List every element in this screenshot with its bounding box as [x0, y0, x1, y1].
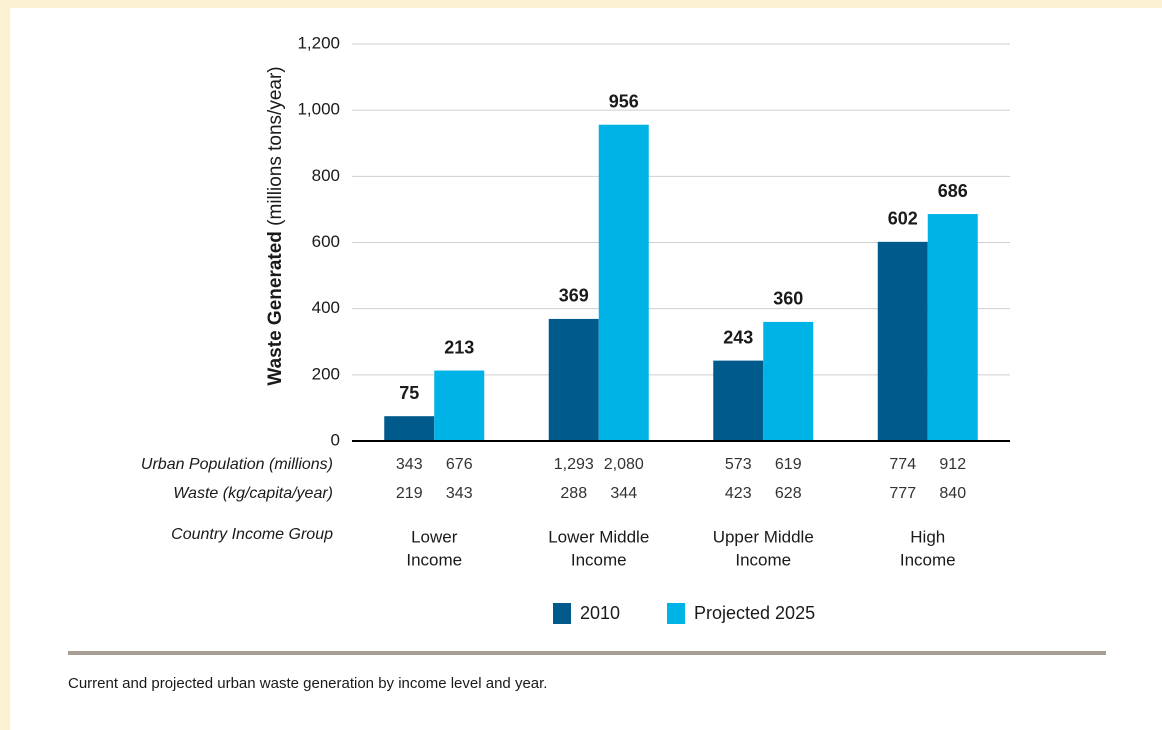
category-label: Lower Middle [548, 527, 649, 546]
value-label: 369 [559, 286, 589, 306]
category-label: Income [900, 550, 956, 569]
value-label: 243 [723, 327, 753, 347]
y-label-bold: Waste Generated [265, 231, 286, 386]
category-label: Upper Middle [713, 527, 814, 546]
category-label: Income [406, 550, 462, 569]
bar [384, 416, 435, 441]
table-cell: 619 [775, 456, 802, 473]
y-tick-label: 600 [312, 232, 340, 251]
value-label: 360 [773, 289, 803, 309]
table-cell: 840 [939, 485, 966, 502]
legend-label: 2010 [580, 603, 620, 623]
value-label: 602 [888, 209, 918, 229]
value-label: 956 [609, 91, 639, 111]
caption: Current and projected urban waste genera… [68, 675, 547, 692]
y-tick-label: 200 [312, 364, 340, 383]
legend-swatch [667, 603, 685, 624]
y-tick-label: 0 [331, 430, 340, 449]
y-tick-label: 400 [312, 298, 340, 317]
table-cell: 343 [396, 456, 423, 473]
table-cell: 288 [560, 485, 587, 502]
table-cell: 1,293 [554, 456, 594, 473]
table-cell: 912 [939, 456, 966, 473]
y-tick-label: 1,000 [297, 100, 340, 119]
category-row-label: Country Income Group [171, 526, 333, 543]
table-cell: 343 [446, 485, 473, 502]
table-cell: 219 [396, 485, 423, 502]
value-label: 686 [938, 181, 968, 201]
value-label: 75 [399, 383, 419, 403]
table-cell: 2,080 [604, 456, 644, 473]
category-label: High [910, 527, 945, 546]
y-label-rest: (millions tons/year) [265, 66, 286, 225]
bar [713, 360, 764, 441]
bar [877, 241, 928, 441]
table-cell: 628 [775, 485, 802, 502]
bar [927, 214, 978, 441]
bar [434, 370, 485, 441]
category-label: Income [735, 550, 791, 569]
table-cell: 774 [889, 456, 916, 473]
row-label: Waste (kg/capita/year) [173, 485, 333, 502]
legend-label: Projected 2025 [694, 603, 815, 623]
category-label: Lower [411, 527, 458, 546]
y-tick-label: 800 [312, 166, 340, 185]
bar [548, 318, 599, 441]
legend-swatch [553, 603, 571, 624]
category-label: Income [571, 550, 627, 569]
row-label: Urban Population (millions) [141, 456, 333, 473]
y-tick-label: 1,200 [297, 33, 340, 52]
table-cell: 676 [446, 456, 473, 473]
table-cell: 777 [889, 485, 916, 502]
y-axis-label: Waste Generated (millions tons/year) [265, 66, 286, 385]
table-cell: 573 [725, 456, 752, 473]
value-label: 213 [444, 337, 474, 357]
table-cell: 423 [725, 485, 752, 502]
bar [598, 124, 649, 442]
table-cell: 344 [610, 485, 637, 502]
bar [763, 321, 814, 441]
divider [68, 651, 1106, 655]
